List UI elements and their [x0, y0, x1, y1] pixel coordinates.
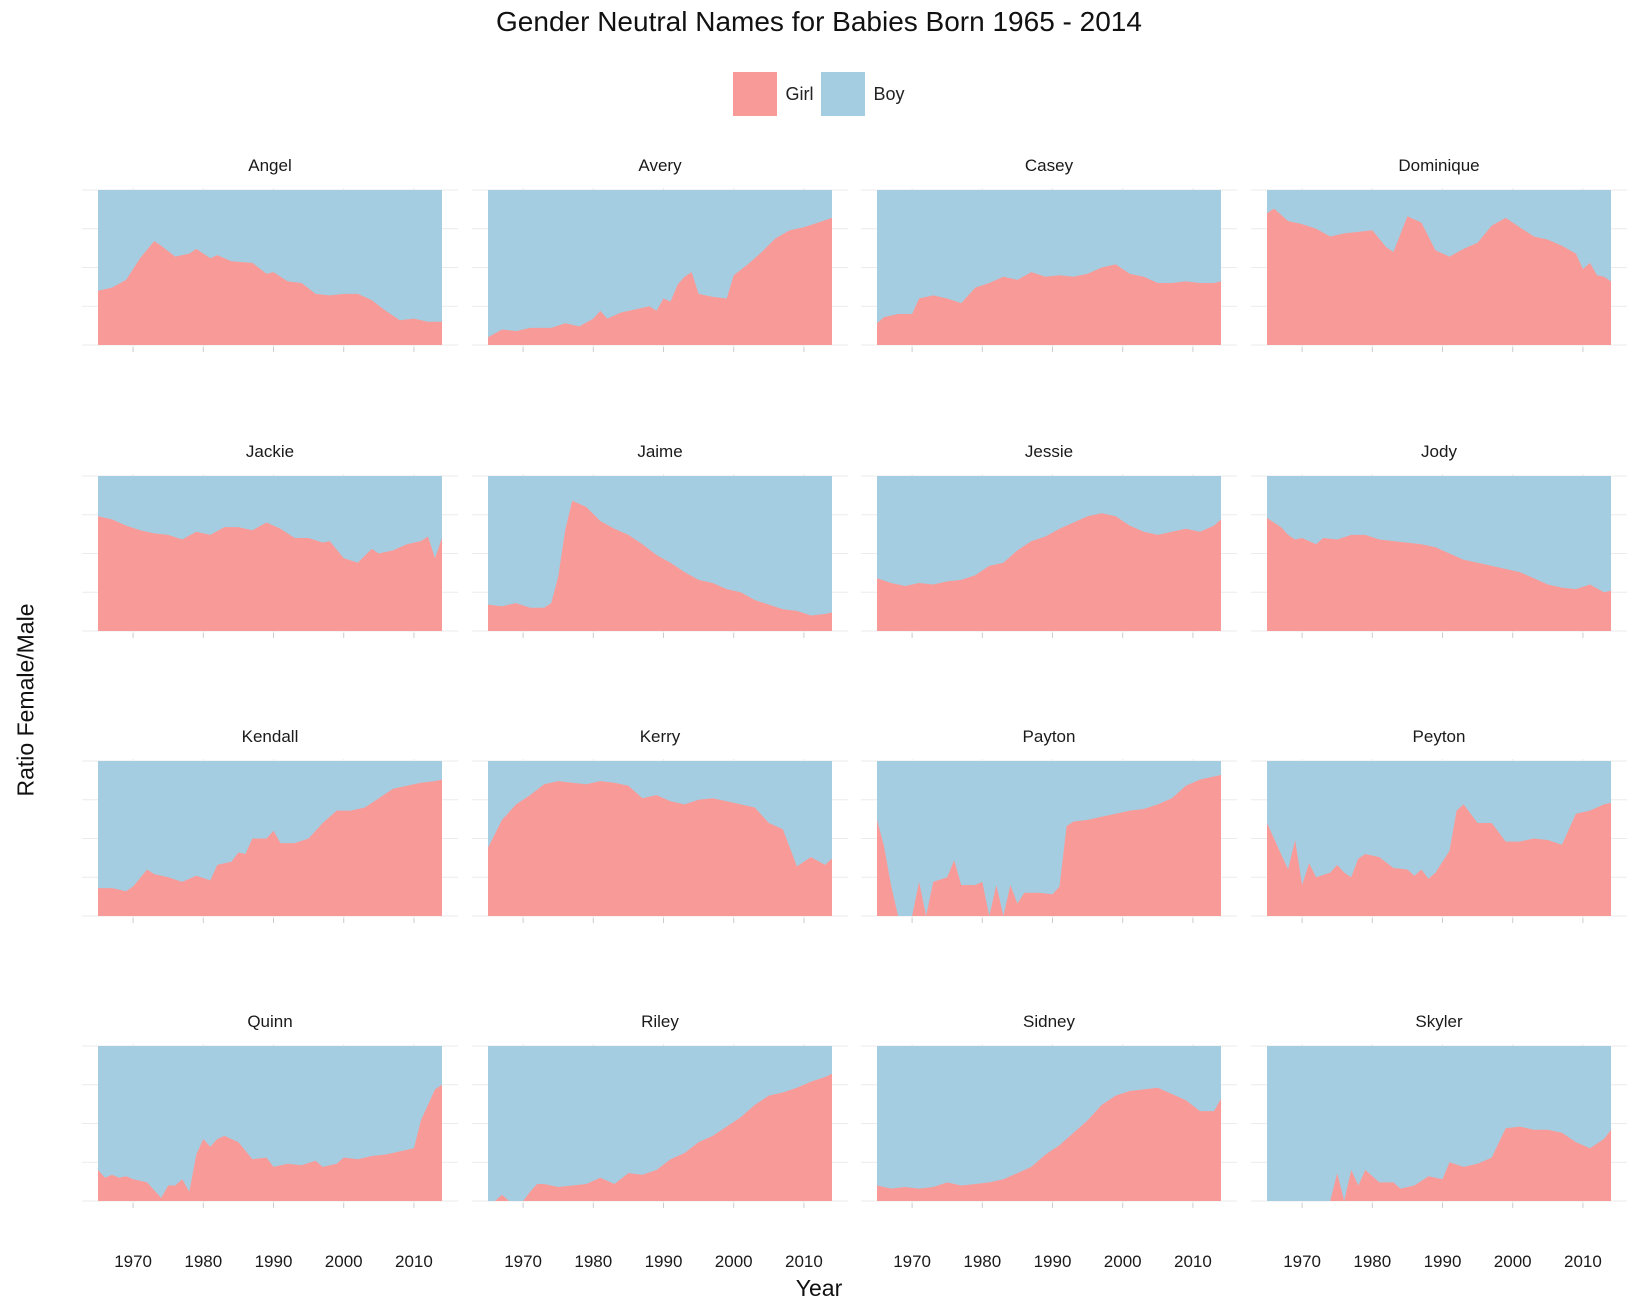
girl-area-casey [877, 264, 1221, 345]
panel-title-jackie: Jackie [246, 442, 294, 461]
panel-title-payton: Payton [1023, 727, 1076, 746]
chart-title: Gender Neutral Names for Babies Born 196… [496, 6, 1142, 37]
x-tick-label: 1990 [255, 1252, 293, 1271]
panel-title-skyler: Skyler [1415, 1012, 1463, 1031]
panel-title-peyton: Peyton [1413, 727, 1466, 746]
panel-quinn: Quinn 1970 1980 1990 2000 2010 [82, 1012, 458, 1271]
x-tick-label: 2000 [1104, 1252, 1142, 1271]
panel-dominique: Dominique [1251, 156, 1627, 352]
x-tick-label: 2010 [1564, 1252, 1602, 1271]
girl-area-angel [98, 241, 442, 345]
girl-area-kendall [98, 779, 442, 916]
x-tick-label: 1980 [1353, 1252, 1391, 1271]
x-axis-label: Year [795, 1275, 843, 1301]
girl-area-jessie [877, 513, 1221, 631]
legend-label-girl: Girl [785, 83, 814, 104]
panel-avery: Avery [472, 156, 848, 352]
legend-item-boy: Boy [821, 72, 905, 116]
x-tick-label: 1980 [963, 1252, 1001, 1271]
panel-kerry: Kerry [472, 727, 848, 923]
x-tick-label: 1970 [893, 1252, 931, 1271]
panel-kendall: Kendall [82, 727, 458, 923]
x-tick-label: 1980 [184, 1252, 222, 1271]
legend: Girl Boy [0, 72, 1638, 116]
legend-swatch-girl [733, 72, 778, 116]
panel-jaime: Jaime [472, 442, 848, 638]
panel-title-angel: Angel [248, 156, 291, 175]
panel-title-quinn: Quinn [247, 1012, 292, 1031]
x-tick-label: 2000 [1494, 1252, 1532, 1271]
x-tick-label: 1970 [1283, 1252, 1321, 1271]
panel-title-kerry: Kerry [640, 727, 681, 746]
x-tick-label: 2010 [395, 1252, 433, 1271]
x-tick-label: 2000 [715, 1252, 753, 1271]
panel-jackie: Jackie [82, 442, 458, 638]
girl-area-kerry [488, 781, 832, 916]
x-tick-label: 1990 [1034, 1252, 1072, 1271]
panel-jessie: Jessie [861, 442, 1237, 638]
panel-title-kendall: Kendall [242, 727, 299, 746]
girl-area-jackie [98, 516, 442, 631]
x-tick-label: 1980 [574, 1252, 612, 1271]
panel-peyton: Peyton [1251, 727, 1627, 923]
girl-area-jody [1267, 517, 1611, 631]
panel-angel: Angel [82, 156, 458, 352]
panel-title-dominique: Dominique [1398, 156, 1479, 175]
x-tick-label: 2010 [1174, 1252, 1212, 1271]
x-tick-label: 1990 [1424, 1252, 1462, 1271]
girl-area-quinn [98, 1084, 442, 1201]
panel-casey: Casey [861, 156, 1237, 352]
girl-area-payton [877, 775, 1221, 916]
panel-skyler: Skyler 1970 1980 1990 2000 2010 [1251, 1012, 1627, 1271]
girl-area-riley [488, 1073, 832, 1201]
panel-title-casey: Casey [1025, 156, 1074, 175]
girl-area-avery [488, 217, 832, 345]
legend-swatch-boy [821, 72, 866, 116]
girl-area-dominique [1267, 208, 1611, 345]
x-tick-label: 1970 [504, 1252, 542, 1271]
legend-label-boy: Boy [873, 83, 905, 104]
girl-area-sidney [877, 1087, 1221, 1201]
x-tick-label: 1970 [114, 1252, 152, 1271]
girl-area-skyler [1267, 1126, 1611, 1201]
panel-sidney: Sidney 1970 1980 1990 2000 2010 [861, 1012, 1237, 1271]
panel-payton: Payton [861, 727, 1237, 923]
panel-jody: Jody [1251, 442, 1627, 638]
x-tick-label: 1990 [645, 1252, 683, 1271]
x-tick-label: 2000 [325, 1252, 363, 1271]
x-tick-label: 2010 [785, 1252, 823, 1271]
panel-title-jody: Jody [1421, 442, 1457, 461]
girl-area-peyton [1267, 802, 1611, 916]
panel-title-riley: Riley [641, 1012, 679, 1031]
panel-title-jessie: Jessie [1025, 442, 1073, 461]
panel-title-avery: Avery [638, 156, 682, 175]
panel-title-sidney: Sidney [1023, 1012, 1075, 1031]
panel-riley: Riley 1970 1980 1990 2000 2010 [472, 1012, 848, 1271]
panel-title-jaime: Jaime [637, 442, 682, 461]
legend-item-girl: Girl [733, 72, 813, 116]
girl-area-jaime [488, 500, 832, 631]
